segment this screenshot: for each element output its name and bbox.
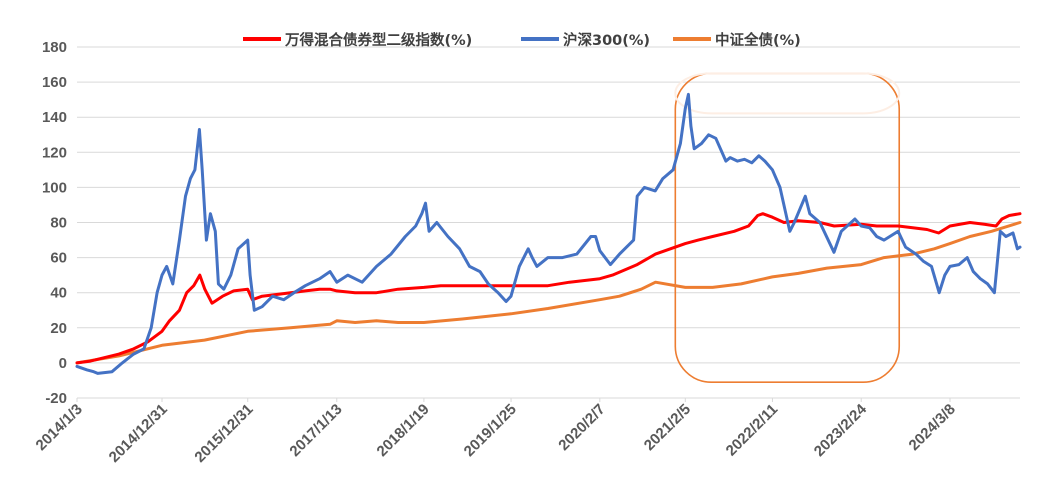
series-line-0 <box>75 212 1022 365</box>
y-tick-label: 40 <box>50 285 67 302</box>
y-axis-ticks: 180 160 140 120 100 80 60 40 20 0 -20 <box>42 39 67 407</box>
x-tick-label: 2014/1/3 <box>33 401 86 454</box>
x-tick-label: 2017/1/13 <box>286 401 345 460</box>
y-tick-label: -20 <box>45 390 67 407</box>
y-tick-label: 80 <box>50 215 67 232</box>
legend-label: 沪深300(%) <box>563 31 650 49</box>
series-line-2 <box>75 221 1022 365</box>
x-tick-label: 2024/3/8 <box>906 401 959 454</box>
highlight-box-top-fade <box>674 72 901 115</box>
y-tick-label: 140 <box>42 109 67 126</box>
y-tick-label: 100 <box>42 179 67 196</box>
x-tick-label: 2014/12/31 <box>106 401 171 466</box>
x-tick-label: 2022/2/11 <box>723 401 782 460</box>
y-tick-label: 20 <box>50 320 67 337</box>
y-tick-label: 120 <box>42 144 67 161</box>
x-axis-ticks: 2014/1/3 2014/12/31 2015/12/31 2017/1/13 201… <box>33 398 959 466</box>
series-lines <box>75 92 1022 375</box>
x-tick-label: 2020/2/7 <box>555 401 608 454</box>
legend-label: 万得混合债券型二级指数(%) <box>284 31 472 49</box>
legend-label: 中证全债(%) <box>715 31 801 49</box>
x-tick-label: 2021/2/5 <box>641 401 694 454</box>
x-tick-label: 2023/2/24 <box>811 400 871 460</box>
y-tick-label: 180 <box>42 39 67 56</box>
series-line-1 <box>75 92 1022 375</box>
legend: 万得混合债券型二级指数(%) 沪深300(%) 中证全债(%) <box>243 31 801 49</box>
x-tick-label: 2015/12/31 <box>191 401 256 466</box>
y-tick-label: 160 <box>42 74 67 91</box>
y-tick-label: 60 <box>50 250 67 267</box>
x-tick-label: 2019/1/25 <box>461 401 520 460</box>
highlight-region <box>674 72 901 384</box>
y-tick-label: 0 <box>59 355 67 372</box>
x-tick-label: 2018/1/19 <box>374 401 433 460</box>
gridlines <box>77 46 1020 399</box>
